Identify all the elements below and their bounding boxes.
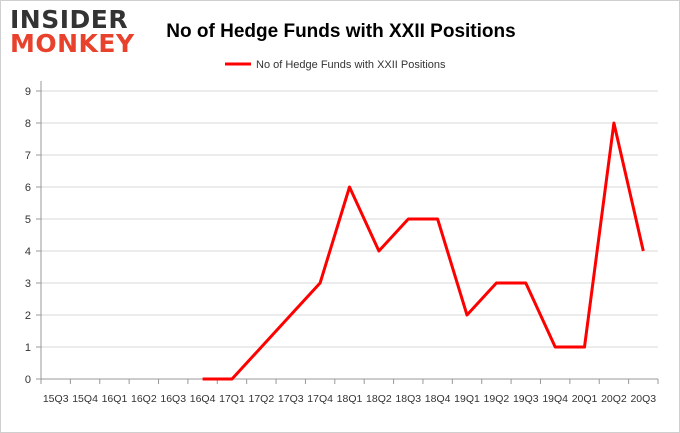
logo-monkey-text: MONKEY (10, 29, 135, 58)
x-tick-label: 16Q4 (190, 393, 216, 405)
x-tick-label: 20Q1 (572, 393, 598, 405)
x-tick-label: 20Q2 (601, 393, 627, 405)
x-tick-label: 18Q4 (425, 393, 451, 405)
y-tick-label: 8 (25, 118, 31, 130)
x-tick-label: 17Q3 (278, 393, 304, 405)
x-tick-label: 19Q1 (454, 393, 480, 405)
y-tick-label: 4 (25, 246, 31, 258)
y-tick-label: 1 (25, 342, 31, 354)
y-tick-label: 2 (25, 310, 31, 322)
x-tick-label: 16Q2 (131, 393, 157, 405)
x-tick-label: 18Q3 (395, 393, 421, 405)
x-tick-label: 20Q3 (630, 393, 656, 405)
y-tick-label: 5 (25, 214, 31, 226)
y-tick-label: 6 (25, 182, 31, 194)
insider-monkey-logo: INSIDER MONKEY (10, 5, 135, 58)
x-tick-label: 16Q1 (102, 393, 128, 405)
logo-insider-text: INSIDER (10, 5, 128, 34)
series-line-0 (202, 121, 645, 381)
chart-title: No of Hedge Funds with XXII Positions (166, 21, 515, 42)
axes: 0 1 2 3 4 5 6 7 8 9 15Q3 15Q4 16Q1 16Q2 16Q3 16Q4 17Q1 17… (25, 81, 659, 405)
x-tick-label: 16Q3 (160, 393, 186, 405)
legend-label: No of Hedge Funds with XXII Positions (256, 59, 446, 71)
x-tick-label: 17Q2 (249, 393, 275, 405)
y-tick-label: 3 (25, 278, 31, 290)
x-tick-label: 17Q1 (219, 393, 245, 405)
x-tick-label: 15Q3 (43, 393, 69, 405)
series (202, 121, 645, 381)
y-tick-label: 9 (25, 86, 31, 98)
x-tick-label: 19Q2 (484, 393, 510, 405)
x-tick-label: 18Q2 (366, 393, 392, 405)
x-tick-label: 15Q4 (72, 393, 98, 405)
x-tick-label: 17Q4 (307, 393, 333, 405)
x-tick-label: 19Q3 (513, 393, 539, 405)
x-tick-label: 19Q4 (542, 393, 568, 405)
grid (41, 90, 658, 348)
y-tick-label: 0 (25, 374, 31, 386)
x-tick-label: 18Q1 (337, 393, 363, 405)
legend: No of Hedge Funds with XXII Positions (225, 59, 446, 71)
y-tick-label: 7 (25, 150, 31, 162)
